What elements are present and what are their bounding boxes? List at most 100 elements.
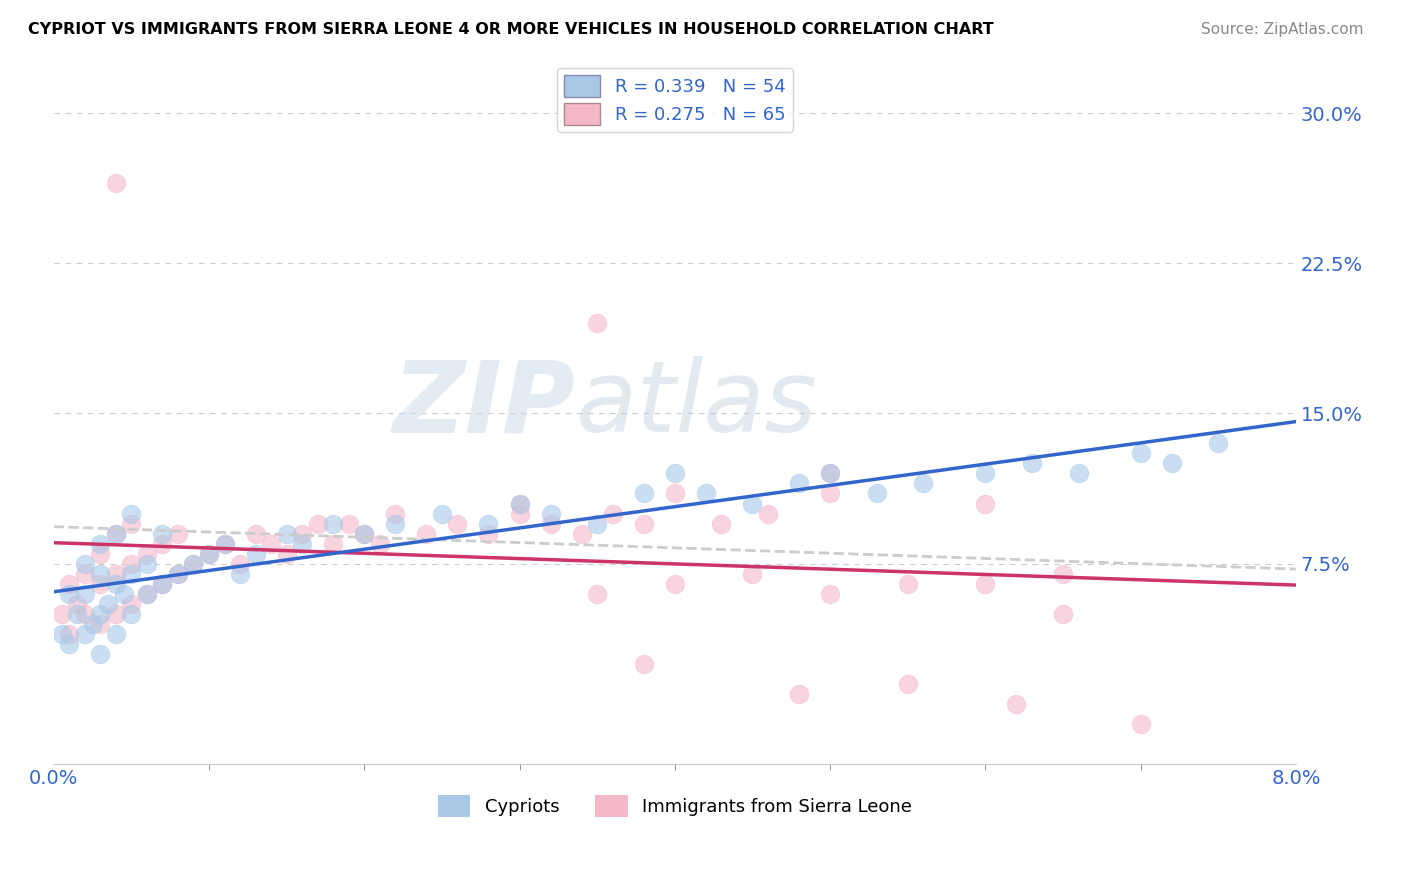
Point xyxy=(73,557,96,571)
Point xyxy=(1206,436,1229,450)
Point xyxy=(586,316,609,330)
Point xyxy=(477,526,499,541)
Point xyxy=(152,576,174,591)
Point xyxy=(89,547,111,561)
Point xyxy=(818,467,841,481)
Point xyxy=(135,586,157,600)
Point xyxy=(89,566,111,581)
Point xyxy=(897,677,920,691)
Point xyxy=(741,496,763,510)
Point xyxy=(66,597,89,611)
Point xyxy=(540,516,562,531)
Point xyxy=(291,536,314,550)
Point xyxy=(664,467,686,481)
Point xyxy=(276,547,298,561)
Point xyxy=(183,557,205,571)
Point xyxy=(97,597,120,611)
Point xyxy=(477,516,499,531)
Point xyxy=(73,586,96,600)
Point xyxy=(104,607,127,621)
Text: CYPRIOT VS IMMIGRANTS FROM SIERRA LEONE 4 OR MORE VEHICLES IN HOUSEHOLD CORRELAT: CYPRIOT VS IMMIGRANTS FROM SIERRA LEONE … xyxy=(28,22,994,37)
Point xyxy=(51,626,73,640)
Point xyxy=(214,536,236,550)
Point xyxy=(89,616,111,631)
Point xyxy=(260,536,283,550)
Point xyxy=(152,576,174,591)
Point xyxy=(214,536,236,550)
Point xyxy=(89,576,111,591)
Point xyxy=(818,486,841,500)
Point xyxy=(120,516,142,531)
Point xyxy=(866,486,889,500)
Point xyxy=(633,516,655,531)
Point xyxy=(229,566,252,581)
Point xyxy=(602,507,624,521)
Point xyxy=(897,576,920,591)
Point xyxy=(73,607,96,621)
Point xyxy=(446,516,468,531)
Point xyxy=(664,486,686,500)
Point xyxy=(787,687,810,701)
Point xyxy=(912,476,935,491)
Point xyxy=(167,526,190,541)
Point xyxy=(509,496,531,510)
Point xyxy=(120,507,142,521)
Point xyxy=(1129,716,1152,731)
Point xyxy=(322,516,344,531)
Point xyxy=(1052,607,1074,621)
Point xyxy=(89,647,111,661)
Point xyxy=(58,586,80,600)
Point xyxy=(104,176,127,190)
Point xyxy=(633,657,655,671)
Point xyxy=(1129,446,1152,460)
Point xyxy=(51,607,73,621)
Point xyxy=(1005,697,1028,711)
Point xyxy=(1052,566,1074,581)
Point xyxy=(73,566,96,581)
Point xyxy=(167,566,190,581)
Point xyxy=(66,607,89,621)
Point xyxy=(58,626,80,640)
Point xyxy=(135,586,157,600)
Point xyxy=(120,597,142,611)
Point xyxy=(135,557,157,571)
Point xyxy=(787,476,810,491)
Point xyxy=(58,576,80,591)
Point xyxy=(1067,467,1090,481)
Point xyxy=(73,626,96,640)
Point xyxy=(89,536,111,550)
Point xyxy=(710,516,733,531)
Point xyxy=(368,536,391,550)
Point xyxy=(1160,457,1182,471)
Point xyxy=(120,607,142,621)
Point xyxy=(307,516,329,531)
Point xyxy=(509,507,531,521)
Point xyxy=(152,526,174,541)
Point xyxy=(120,566,142,581)
Point xyxy=(104,576,127,591)
Text: ZIP: ZIP xyxy=(392,356,575,453)
Point xyxy=(152,536,174,550)
Point xyxy=(245,547,267,561)
Point xyxy=(586,516,609,531)
Point xyxy=(509,496,531,510)
Point xyxy=(540,507,562,521)
Point xyxy=(415,526,437,541)
Point xyxy=(741,566,763,581)
Point xyxy=(104,526,127,541)
Point xyxy=(276,526,298,541)
Point xyxy=(974,496,997,510)
Point xyxy=(337,516,360,531)
Point xyxy=(756,507,779,521)
Point xyxy=(571,526,593,541)
Point xyxy=(82,616,104,631)
Point xyxy=(384,507,406,521)
Point xyxy=(664,576,686,591)
Point xyxy=(112,586,135,600)
Point xyxy=(586,586,609,600)
Point xyxy=(198,547,221,561)
Text: Source: ZipAtlas.com: Source: ZipAtlas.com xyxy=(1201,22,1364,37)
Point xyxy=(384,516,406,531)
Point xyxy=(58,637,80,651)
Point xyxy=(120,557,142,571)
